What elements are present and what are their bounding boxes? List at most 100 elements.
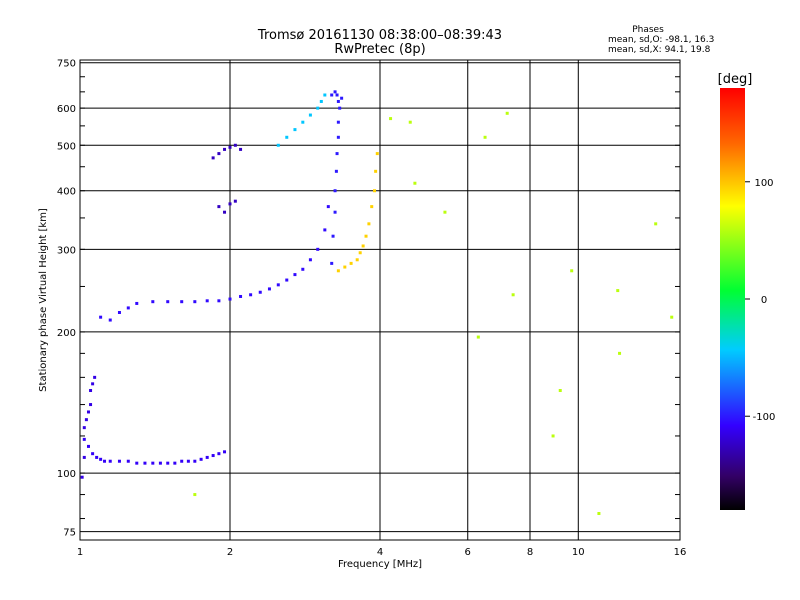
data-point — [413, 181, 417, 185]
data-point — [364, 234, 368, 238]
data-point — [205, 455, 209, 459]
data-point — [211, 454, 215, 458]
data-point — [239, 147, 243, 151]
data-point — [293, 128, 297, 132]
data-point — [340, 96, 344, 100]
axis-ticks: 1 2 4 6 8 10 16 75 100 200 300 400 500 600 750 — [57, 59, 686, 558]
data-point — [166, 300, 170, 304]
y-tick-label: 500 — [57, 141, 76, 152]
data-point — [336, 269, 340, 273]
data-point — [95, 455, 99, 459]
x-tick-label: 2 — [227, 547, 233, 558]
data-point — [616, 289, 620, 293]
chart-subtitle: RwPretec (8p) — [334, 42, 425, 57]
data-points — [80, 90, 674, 516]
data-point — [323, 93, 327, 97]
data-point — [89, 389, 93, 393]
data-point — [89, 403, 93, 407]
data-point — [336, 99, 340, 103]
data-point — [330, 261, 334, 265]
data-point — [173, 461, 177, 465]
data-point — [331, 234, 335, 238]
data-point — [86, 410, 90, 414]
colorbar-ticks: 100 0 -100 — [745, 178, 775, 423]
data-point — [108, 459, 112, 463]
x-tick-label: 4 — [377, 547, 383, 558]
data-point — [326, 205, 330, 209]
data-point — [117, 310, 121, 314]
colorbar-label: [deg] — [718, 72, 753, 87]
data-point — [84, 418, 88, 422]
data-point — [217, 152, 221, 156]
data-point — [505, 111, 509, 115]
data-point — [223, 450, 227, 454]
data-point — [551, 434, 555, 438]
data-point — [82, 437, 86, 441]
data-point — [373, 189, 377, 193]
data-point — [335, 93, 339, 97]
data-point — [233, 143, 237, 147]
data-point — [126, 459, 130, 463]
data-point — [570, 269, 574, 273]
data-point — [343, 265, 347, 269]
data-point — [223, 210, 227, 214]
data-point — [193, 300, 197, 304]
data-point — [217, 299, 221, 303]
x-tick-label: 1 — [77, 547, 83, 558]
data-point — [511, 293, 515, 297]
data-point — [126, 306, 130, 310]
data-point — [330, 93, 334, 97]
data-point — [654, 222, 658, 226]
data-point — [151, 461, 155, 465]
data-point — [186, 459, 190, 463]
data-point — [217, 205, 221, 209]
data-point — [135, 301, 139, 305]
data-point — [443, 210, 447, 214]
data-point — [618, 351, 622, 355]
data-point — [670, 315, 674, 319]
data-point — [293, 273, 297, 277]
x-tick-label: 16 — [674, 547, 687, 558]
data-point — [301, 120, 305, 124]
y-tick-label: 200 — [57, 328, 76, 339]
data-point — [143, 461, 147, 465]
data-point — [223, 147, 227, 151]
data-point — [233, 199, 237, 203]
data-point — [301, 267, 305, 271]
data-point — [336, 135, 340, 139]
y-tick-label: 600 — [57, 104, 76, 115]
data-point — [374, 169, 378, 173]
data-point — [267, 287, 271, 291]
data-point — [316, 247, 320, 251]
data-point — [135, 461, 139, 465]
data-point — [276, 143, 280, 147]
data-point — [217, 452, 221, 456]
data-point — [308, 113, 312, 117]
data-point — [166, 461, 170, 465]
data-point — [108, 318, 112, 322]
data-point — [367, 222, 371, 226]
data-point — [558, 389, 562, 393]
x-tick-label: 6 — [465, 547, 471, 558]
data-point — [319, 99, 323, 103]
chart-title: Tromsø 20161130 08:38:00–08:39:43 — [257, 28, 502, 43]
x-axis-label: Frequency [MHz] — [338, 559, 422, 570]
y-tick-label: 100 — [57, 469, 76, 480]
data-point — [333, 189, 337, 193]
data-point — [228, 202, 232, 206]
data-point — [285, 278, 289, 282]
data-point — [211, 156, 215, 160]
data-point — [597, 512, 601, 516]
data-point — [308, 258, 312, 262]
plot-frame — [79, 59, 681, 541]
y-tick-label: 75 — [63, 528, 76, 539]
data-point — [193, 459, 197, 463]
data-point — [408, 120, 412, 124]
data-point — [370, 205, 374, 209]
data-point — [483, 135, 487, 139]
data-point — [228, 297, 232, 301]
data-point — [333, 210, 337, 214]
data-point — [338, 106, 342, 110]
data-point — [180, 459, 184, 463]
